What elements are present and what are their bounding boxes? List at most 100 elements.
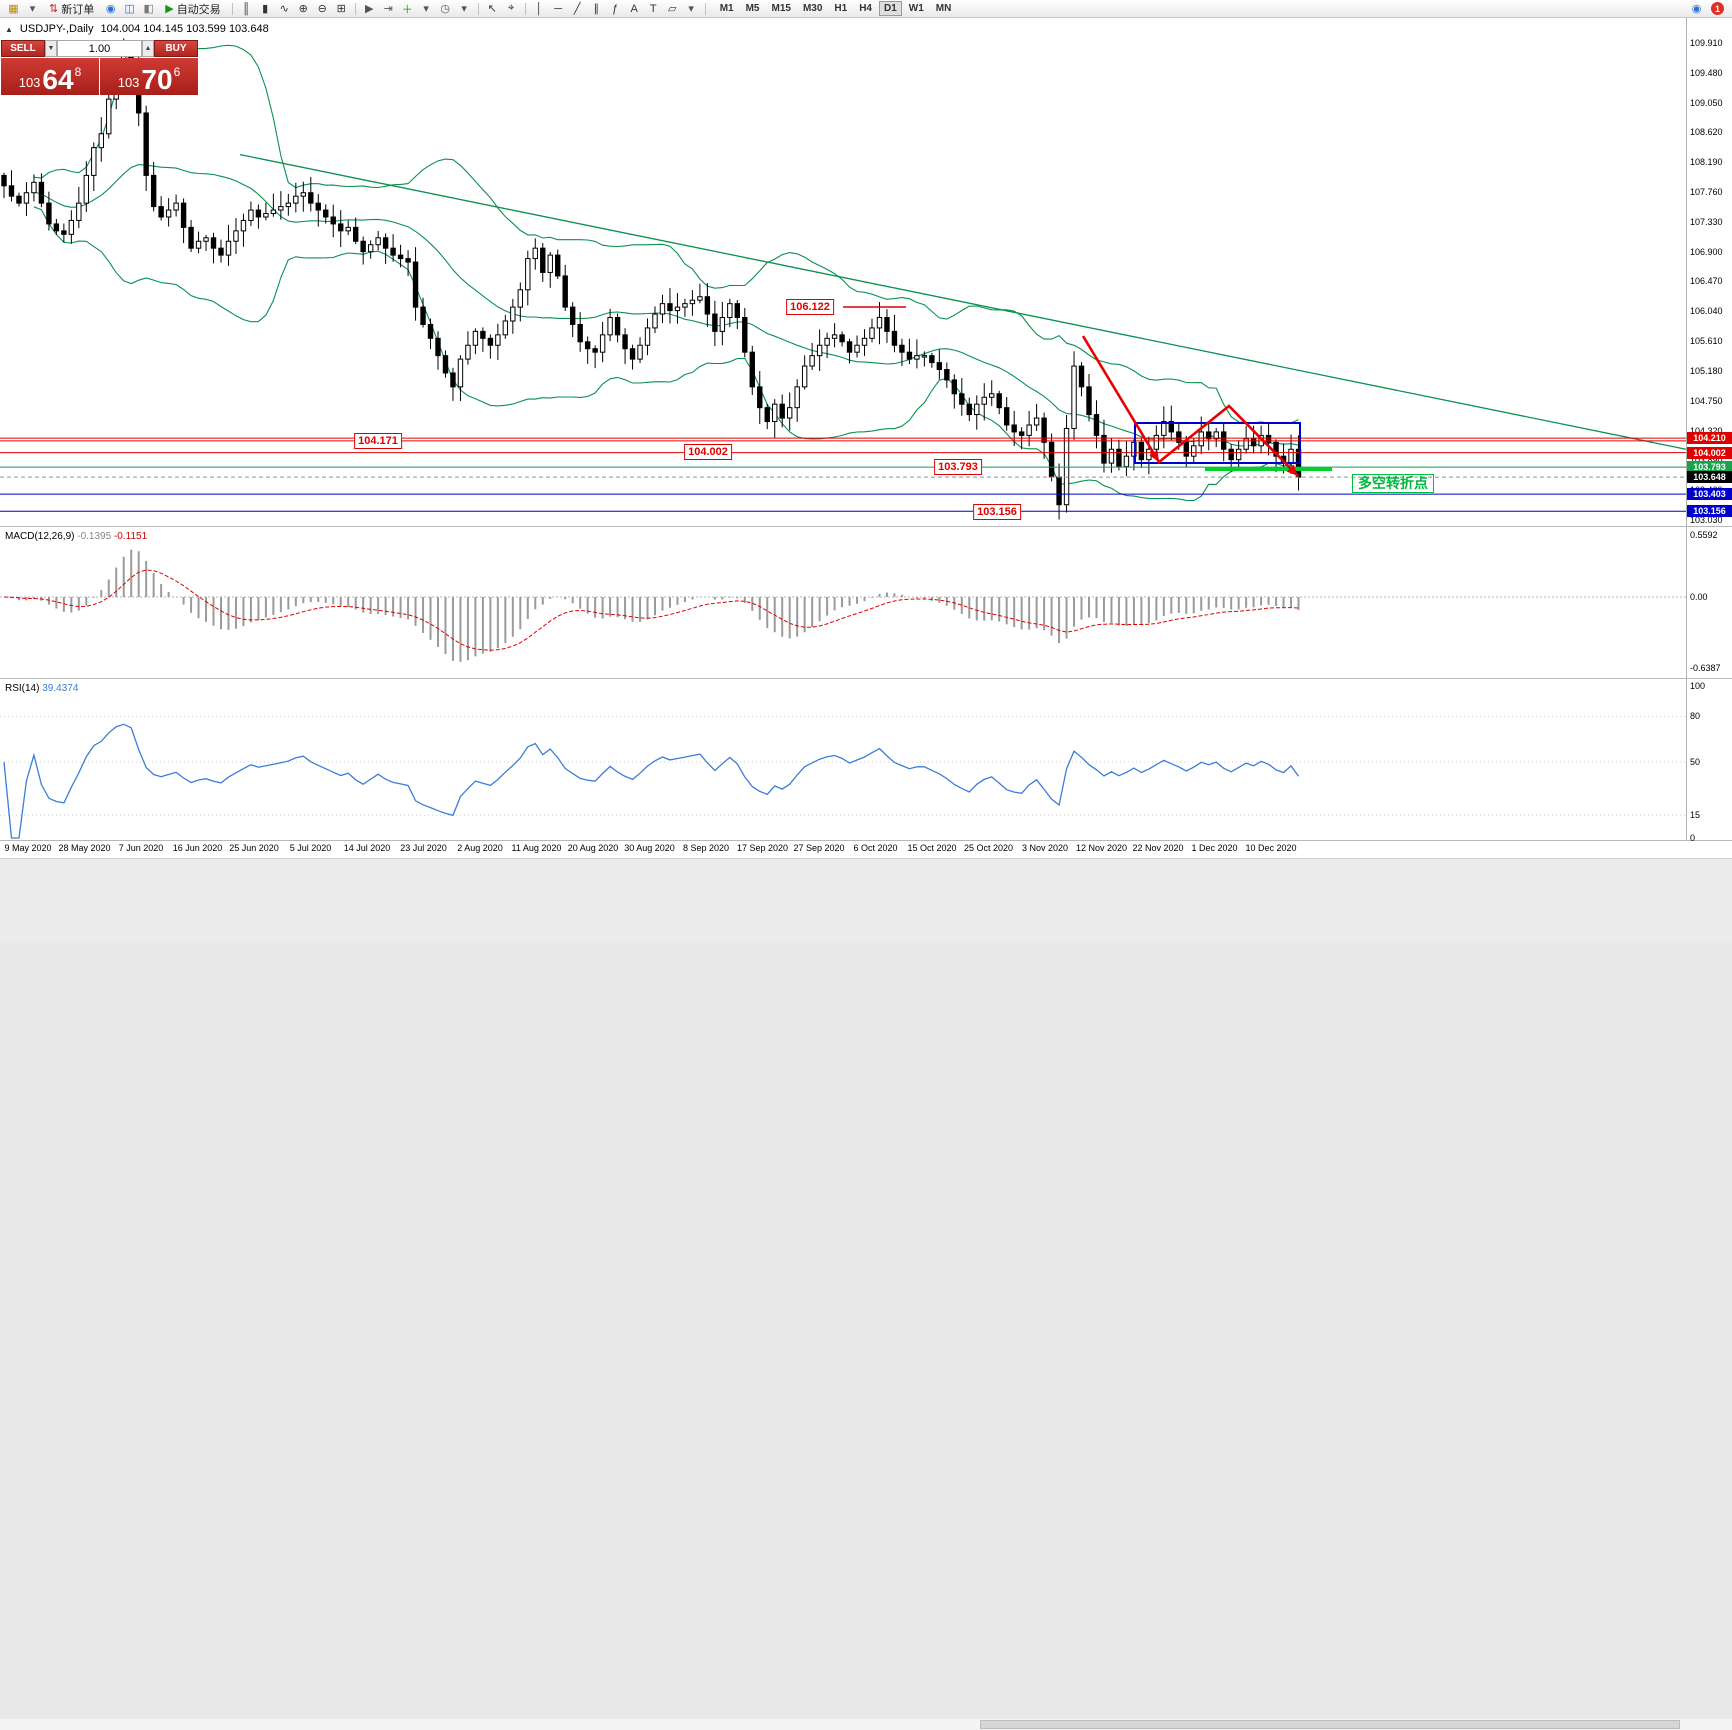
date-axis-label: 6 Oct 2020 xyxy=(853,843,898,853)
fibonacci-icon[interactable]: ƒ xyxy=(607,1,624,17)
periods-dropdown-icon[interactable]: ▾ xyxy=(456,1,473,17)
timeframe-M1[interactable]: M1 xyxy=(719,3,734,14)
notification-badge[interactable]: 1 xyxy=(1711,2,1724,15)
vertical-line-icon[interactable]: │ xyxy=(531,1,548,17)
price-callout-106.122[interactable]: 106.122 xyxy=(786,299,834,315)
toolbar-separator xyxy=(231,2,233,15)
bar-chart-icon[interactable]: ║ xyxy=(238,1,255,17)
panel-separator[interactable] xyxy=(0,526,1732,527)
price-axis-label: 106.900 xyxy=(1690,246,1723,257)
timeframe-M5[interactable]: M5 xyxy=(745,3,760,14)
text-icon[interactable]: A xyxy=(626,1,643,17)
candlestick-chart-icon[interactable]: ▮ xyxy=(257,1,274,17)
price-axis-label: 104.320 xyxy=(1690,425,1723,436)
autotrade-icon: ▶ xyxy=(165,3,174,15)
volume-increase-button[interactable]: ▲ xyxy=(142,40,154,57)
timeframe-M30[interactable]: M30 xyxy=(802,3,823,14)
volume-decrease-button[interactable]: ▼ xyxy=(45,40,57,57)
periods-icon: ◷ xyxy=(440,3,450,15)
horizontal-scrollbar[interactable] xyxy=(0,1719,1732,1730)
date-axis-label: 20 Aug 2020 xyxy=(567,843,619,853)
ask-price-main: 103 xyxy=(117,75,140,90)
timeframe-W1[interactable]: W1 xyxy=(908,3,924,14)
bid-price-sup: 8 xyxy=(74,65,82,79)
zoom-in-icon[interactable]: ⊕ xyxy=(295,1,312,17)
timeframe-MN[interactable]: MN xyxy=(935,3,952,14)
price-callout-104.171[interactable]: 104.171 xyxy=(354,433,402,449)
buy-button[interactable]: BUY xyxy=(154,40,198,57)
indicators-icon[interactable]: ＋ xyxy=(399,1,416,17)
macd-axis-label: -0.6387 xyxy=(1690,662,1721,673)
toolbar-separator xyxy=(354,2,356,15)
sell-button[interactable]: SELL xyxy=(1,40,45,57)
label-icon[interactable]: T xyxy=(645,1,662,17)
macd-axis-label: 0.5592 xyxy=(1690,529,1718,540)
navigator-icon[interactable]: ◧ xyxy=(140,1,157,17)
date-axis-label: 8 Sep 2020 xyxy=(682,843,730,853)
new-chart-dropdown-icon[interactable]: ▾ xyxy=(24,1,41,17)
data-window-icon[interactable]: ◫ xyxy=(121,1,138,17)
timeframe-D1[interactable]: D1 xyxy=(879,1,902,16)
price-callout-103.793[interactable]: 103.793 xyxy=(934,459,982,475)
label-icon: T xyxy=(649,2,657,15)
auto-scroll-icon[interactable]: ▶ xyxy=(361,1,378,17)
new-chart-button[interactable]: ▦ xyxy=(5,1,22,17)
indicators-dropdown-icon[interactable]: ▾ xyxy=(418,1,435,17)
cursor-icon: ↖ xyxy=(487,3,497,15)
shapes-dropdown-icon[interactable]: ▾ xyxy=(683,1,700,17)
text-icon: A xyxy=(630,2,638,15)
horizontal-line-icon[interactable]: ─ xyxy=(550,1,567,17)
tile-windows-icon[interactable]: ⊞ xyxy=(333,1,350,17)
community-icon[interactable]: ◉ xyxy=(1691,3,1702,15)
autotrade-button-label: 自动交易 xyxy=(176,3,221,16)
macd-axis-label: 0.00 xyxy=(1690,592,1708,602)
chart-shift-icon: ⇥ xyxy=(383,3,393,15)
bull-bear-turning-point-note[interactable]: 多空转折点 xyxy=(1352,474,1434,493)
rsi-axis-label: 15 xyxy=(1690,810,1701,821)
trade-controls-row: SELL ▼ ▲ BUY xyxy=(1,40,198,57)
market-watch-icon: ◉ xyxy=(105,3,116,15)
date-axis-label: 1 Dec 2020 xyxy=(1191,843,1238,853)
channel-icon[interactable]: ∥ xyxy=(588,1,605,17)
volume-input[interactable] xyxy=(57,40,142,57)
date-axis-label: 25 Jun 2020 xyxy=(229,843,279,853)
autotrade-button[interactable]: ▶ 自动交易 xyxy=(159,1,226,17)
sell-price-display[interactable]: 103 64 8 xyxy=(1,58,99,95)
timeframe-toolbar: M1 M5 M15 M30 H1 H4 D1 W1 MN xyxy=(714,1,958,16)
bid-price-big: 64 xyxy=(42,64,74,95)
periods-icon[interactable]: ◷ xyxy=(437,1,454,17)
scrollbar-thumb[interactable] xyxy=(980,1720,1680,1729)
market-watch-icon[interactable]: ◉ xyxy=(102,1,119,17)
line-chart-icon[interactable]: ∿ xyxy=(276,1,293,17)
price-axis-label: 105.180 xyxy=(1690,365,1723,376)
date-axis-label: 30 Aug 2020 xyxy=(624,843,675,853)
cursor-icon[interactable]: ↖ xyxy=(484,1,501,17)
zoom-out-icon[interactable]: ⊖ xyxy=(314,1,331,17)
chart-canvas[interactable] xyxy=(0,0,1732,943)
timeframe-H1[interactable]: H1 xyxy=(834,3,848,14)
trendline-icon[interactable]: ╱ xyxy=(569,1,586,17)
buy-price-display[interactable]: 103 70 6 xyxy=(100,58,198,95)
shapes-icon[interactable]: ▱ xyxy=(664,1,681,17)
date-axis-label: 7 Jun 2020 xyxy=(118,843,164,853)
vertical-line-icon: │ xyxy=(535,2,543,15)
timeframe-H4[interactable]: H4 xyxy=(859,3,872,14)
trade-prices-row: 103 64 8 103 70 6 xyxy=(1,58,198,95)
crosshair-icon[interactable]: ⌖ xyxy=(503,1,520,17)
panel-separator xyxy=(0,840,1732,841)
price-tag-103.793: 103.793 xyxy=(1687,461,1732,474)
rsi-axis-label: 100 xyxy=(1690,681,1706,691)
price-axis-label: 109.050 xyxy=(1690,97,1723,108)
date-axis-label: 28 May 2020 xyxy=(58,843,111,853)
price-callout-103.156[interactable]: 103.156 xyxy=(973,504,1021,520)
date-axis-label: 5 Jul 2020 xyxy=(289,843,332,853)
window-bottom-area xyxy=(0,858,1732,1730)
panel-separator[interactable] xyxy=(0,678,1732,679)
chart-shift-icon[interactable]: ⇥ xyxy=(380,1,397,17)
new-order-button[interactable]: ⇅ 新订单 xyxy=(43,1,100,17)
rsi-axis-label: 80 xyxy=(1690,711,1701,722)
price-axis-label: 107.760 xyxy=(1690,187,1723,198)
timeframe-M15[interactable]: M15 xyxy=(771,3,791,14)
macd-signal-value: -0.1151 xyxy=(113,531,148,542)
price-callout-104.002[interactable]: 104.002 xyxy=(684,444,732,460)
